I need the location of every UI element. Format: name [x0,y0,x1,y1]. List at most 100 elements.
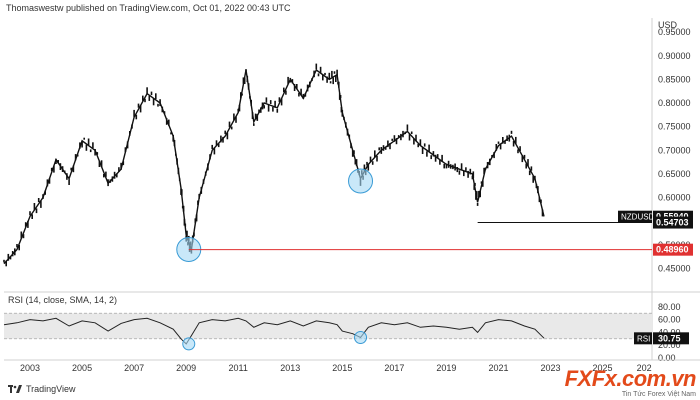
price-candle [272,106,274,112]
price-candle [278,97,281,103]
price-candle [467,170,469,178]
price-candle [263,105,265,109]
price-candle [340,107,343,113]
price-candle [157,103,159,107]
price-candle [20,231,23,239]
price-candle [217,143,220,148]
price-candle [124,147,127,153]
price-candle [335,76,337,82]
price-candle [159,99,161,106]
price-pane[interactable]: USD0.450000.500000.550000.600000.650000.… [3,18,700,360]
price-candle [126,141,129,149]
price-candle [525,163,527,169]
price-candle [387,140,389,148]
price-candle [213,147,216,155]
price-candle [374,150,376,158]
price-candle [343,116,345,120]
price-candle [528,170,531,176]
price-candle [195,214,198,222]
support-black-tag-bg [653,216,693,229]
price-candle [137,103,140,108]
price-candle [363,164,366,172]
support-black-tag: 0.54703 [656,218,689,228]
price-candle [152,98,155,106]
price-candle [144,98,146,103]
price-candle [419,139,422,146]
price-candle [182,205,185,212]
price-tick-label: 0.70000 [658,145,691,155]
rsi-value-tag: 30.75 [658,333,681,343]
price-candle [454,163,456,171]
price-candle [72,165,75,173]
price-tick-label: 0.90000 [658,51,691,61]
price-candle [408,134,411,141]
price-candle [181,205,184,209]
price-candle [346,128,349,136]
price-candle [482,180,484,187]
price-candle [98,161,101,167]
price-candle [107,179,109,187]
time-axis[interactable]: 2003 2005 2007 2009 2011 2013 2015 2017 2019 2021… [4,359,700,373]
price-candle [304,93,307,97]
price-candle [129,131,131,136]
price-candle [243,77,246,84]
price-candle [439,159,441,165]
price-candle [287,76,289,84]
tradingview-brand[interactable]: TradingView [8,384,76,394]
price-candle [173,140,176,147]
rsi-tick-label: 60.00 [658,315,681,325]
price-candle [515,136,517,144]
price-candle [476,202,479,206]
price-candle [165,118,168,125]
price-candle [245,69,247,72]
price-candle [133,109,135,117]
price-candle [200,186,203,194]
rsi-tick-label: 80.00 [658,302,681,312]
price-candle [283,87,285,93]
price-candle [258,109,260,113]
price-candle [256,114,259,121]
price-candle [274,100,276,108]
price-candle [184,223,187,227]
price-candle [96,152,99,155]
time-tick-label: 202 [637,363,652,373]
time-tick-label: 2013 [280,363,300,373]
price-candle [493,152,495,159]
price-candle [289,77,292,83]
price-candle [345,122,347,128]
price-candle [240,92,242,99]
price-candle [35,208,38,214]
price-candle [434,154,437,162]
price-candle [27,220,29,228]
price-line [3,68,545,265]
price-candle [224,130,226,135]
price-candle [170,132,172,135]
price-candle [350,143,352,149]
price-candle [328,72,331,79]
time-tick-label: 2007 [124,363,144,373]
price-candle [148,95,151,101]
price-candle [241,93,243,96]
price-candle [484,167,487,170]
price-candle [404,131,406,135]
price-candle [324,72,326,76]
price-candle [517,149,519,154]
price-candle [53,165,55,173]
price-candle [44,190,46,195]
price-candle [480,181,483,184]
price-candle [380,147,383,154]
price-candle [332,77,334,85]
price-candle [523,154,526,159]
price-candle [181,189,183,196]
rsi-pane[interactable]: RSI (14, close, SMA, 14, 2)0.0020.0040.0… [3,295,689,363]
price-candle [113,171,116,179]
price-candle [194,218,197,224]
price-candle [338,93,341,100]
price-candle [83,137,85,140]
price-candle [313,70,315,78]
price-candle [322,74,324,81]
price-candle [85,144,88,151]
price-candle [348,134,351,139]
symbol-tag-bg [618,210,652,223]
